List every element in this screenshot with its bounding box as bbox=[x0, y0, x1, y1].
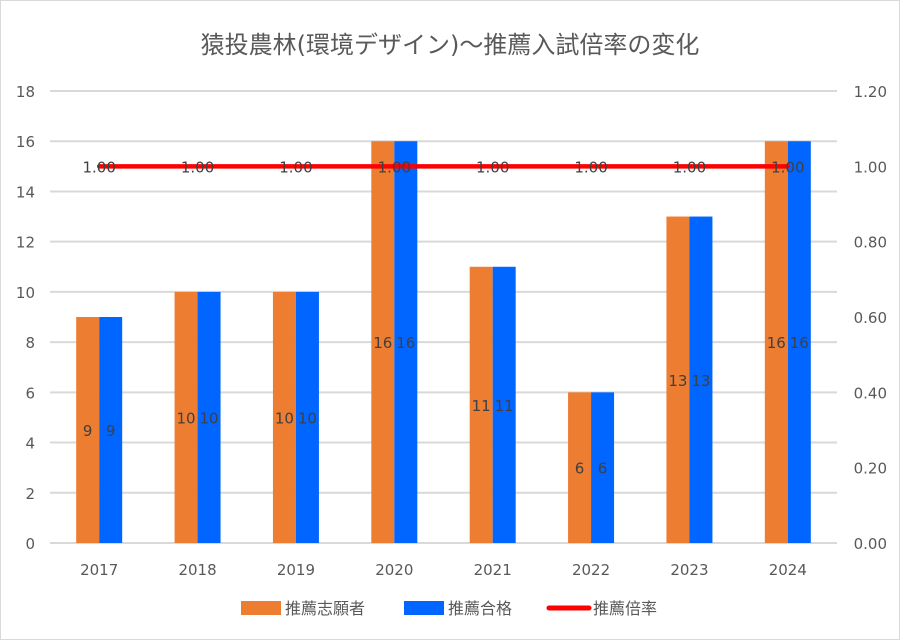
bar-applicants bbox=[174, 291, 198, 543]
bar-passed bbox=[689, 216, 713, 544]
x-tick-label: 2021 bbox=[474, 561, 512, 579]
bar-data-label: 16 bbox=[790, 334, 809, 352]
bar-data-label: 9 bbox=[106, 422, 116, 440]
bar-data-label: 16 bbox=[767, 334, 786, 352]
legend-label: 推薦志願者 bbox=[285, 599, 365, 618]
x-tick-label: 2022 bbox=[572, 561, 610, 579]
y2-tick-label: 0.40 bbox=[854, 384, 887, 402]
ratio-data-label: 1.00 bbox=[279, 158, 312, 176]
bar-passed bbox=[99, 317, 123, 543]
bar-data-label: 6 bbox=[598, 460, 608, 478]
bar-data-label: 13 bbox=[668, 372, 687, 390]
bar-data-label: 16 bbox=[373, 334, 392, 352]
bar-data-label: 9 bbox=[83, 422, 93, 440]
y-tick-label: 12 bbox=[16, 234, 35, 252]
bar-applicants bbox=[371, 141, 395, 543]
bar-data-label: 10 bbox=[275, 409, 294, 427]
bar-data-label: 11 bbox=[472, 397, 491, 415]
ratio-data-label: 1.00 bbox=[181, 158, 214, 176]
y-tick-label: 8 bbox=[25, 334, 35, 352]
y-tick-label: 14 bbox=[16, 183, 35, 201]
bar-applicants bbox=[764, 141, 788, 543]
x-tick-label: 2019 bbox=[277, 561, 315, 579]
legend-label: 推薦倍率 bbox=[593, 599, 657, 618]
bar-passed bbox=[295, 291, 319, 543]
y2-tick-label: 1.20 bbox=[854, 83, 887, 101]
bars bbox=[76, 141, 811, 544]
ratio-data-label: 1.00 bbox=[771, 158, 804, 176]
bar-passed bbox=[394, 141, 418, 543]
bar-data-label: 10 bbox=[177, 409, 196, 427]
y-tick-label: 2 bbox=[25, 485, 35, 503]
y2-tick-label: 1.00 bbox=[854, 158, 887, 176]
ratio-data-label: 1.00 bbox=[673, 158, 706, 176]
bar-applicants bbox=[568, 392, 592, 543]
ratio-data-label: 1.00 bbox=[82, 158, 115, 176]
legend-swatch-applicants bbox=[241, 601, 281, 615]
bar-data-label: 10 bbox=[200, 409, 219, 427]
y-axis-left: 0 2 4 6 8 10 12 14 16 18 bbox=[16, 83, 35, 553]
x-tick-label: 2017 bbox=[80, 561, 118, 579]
y2-tick-label: 0.00 bbox=[854, 535, 887, 553]
x-tick-label: 2023 bbox=[670, 561, 708, 579]
bar-passed bbox=[787, 141, 811, 543]
y-tick-label: 6 bbox=[25, 384, 35, 402]
y2-tick-label: 0.80 bbox=[854, 234, 887, 252]
bar-applicants bbox=[666, 216, 690, 544]
bar-applicants bbox=[76, 317, 100, 543]
bar-applicants bbox=[469, 266, 493, 543]
ratio-data-label: 1.00 bbox=[574, 158, 607, 176]
x-tick-label: 2020 bbox=[375, 561, 413, 579]
legend-swatch-passed bbox=[404, 601, 444, 615]
y-tick-label: 18 bbox=[16, 83, 35, 101]
legend: 推薦志願者 推薦合格 推薦倍率 bbox=[241, 599, 657, 618]
bar-data-label: 6 bbox=[575, 460, 585, 478]
y-tick-label: 0 bbox=[25, 535, 35, 553]
bar-passed bbox=[591, 392, 615, 543]
x-tick-label: 2024 bbox=[769, 561, 807, 579]
ratio-data-label: 1.00 bbox=[476, 158, 509, 176]
bar-data-label: 16 bbox=[396, 334, 415, 352]
bar-data-label: 11 bbox=[495, 397, 514, 415]
bar-data-label: 10 bbox=[298, 409, 317, 427]
x-axis: 2017 2018 2019 2020 2021 2022 2023 2024 bbox=[80, 561, 807, 579]
y-tick-label: 10 bbox=[16, 284, 35, 302]
legend-label: 推薦合格 bbox=[448, 599, 512, 618]
x-tick-label: 2018 bbox=[178, 561, 216, 579]
y2-tick-label: 0.60 bbox=[854, 309, 887, 327]
y-axis-right: 0.00 0.20 0.40 0.60 0.80 1.00 1.20 bbox=[854, 83, 887, 553]
y-tick-label: 16 bbox=[16, 133, 35, 151]
y2-tick-label: 0.20 bbox=[854, 460, 887, 478]
gridlines bbox=[50, 90, 837, 544]
chart-title: 猿投農林(環境デザイン)～推薦入試倍率の変化 bbox=[201, 31, 700, 59]
ratio-data-label: 1.00 bbox=[378, 158, 411, 176]
bar-applicants bbox=[272, 291, 296, 543]
bar-data-label: 13 bbox=[691, 372, 710, 390]
bar-passed bbox=[492, 266, 516, 543]
y-tick-label: 4 bbox=[25, 435, 35, 453]
bar-passed bbox=[197, 291, 221, 543]
